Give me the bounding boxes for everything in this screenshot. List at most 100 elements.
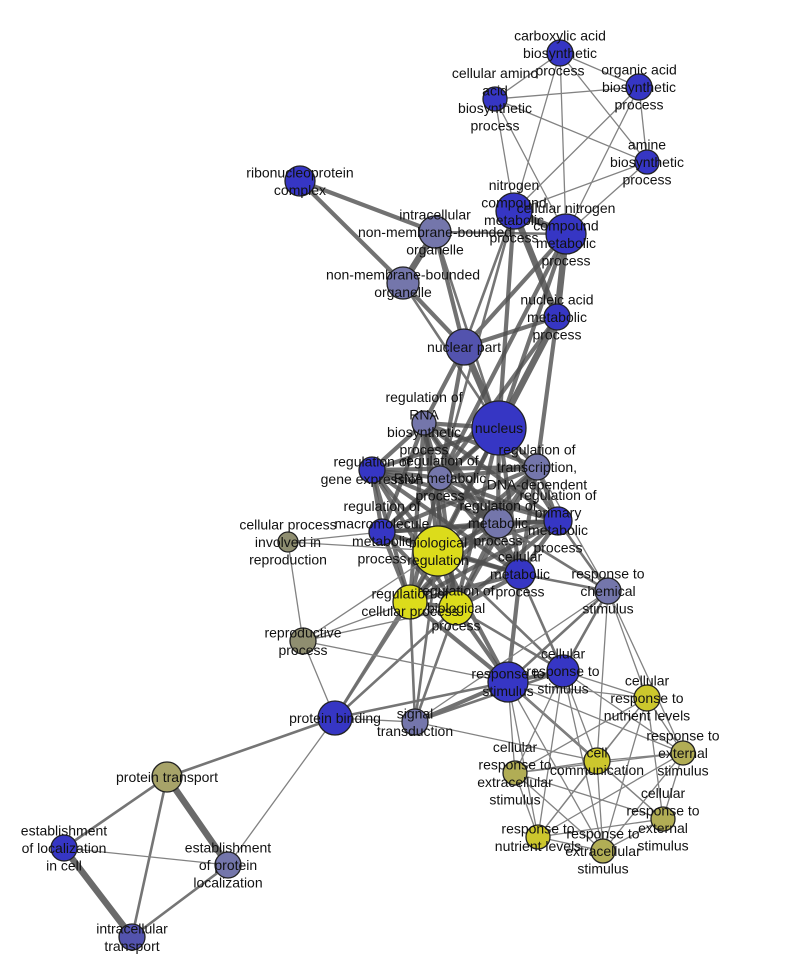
- edge-crespstim-crespecs: [514, 670, 564, 774]
- node-cprepro[interactable]: [277, 531, 299, 553]
- node-label-crespexs: cellular response to external stimulus: [626, 785, 699, 854]
- node-label-cellmet: cellular metabolic process: [490, 549, 550, 600]
- node-ribo[interactable]: [284, 165, 316, 197]
- node-reggene[interactable]: [358, 456, 386, 484]
- node-crespnl[interactable]: [633, 684, 661, 712]
- node-regmet[interactable]: [482, 507, 514, 539]
- node-label-crespecs: cellular response to extracellular stimulus: [477, 739, 553, 808]
- node-cellmet[interactable]: [504, 558, 536, 590]
- node-nmb[interactable]: [386, 266, 420, 300]
- edge-protbind-regbio: [333, 606, 458, 720]
- edge-regbio-crespstim: [454, 606, 565, 673]
- node-label-respstim: response to stimulus: [471, 665, 544, 699]
- node-carbox[interactable]: [546, 39, 574, 67]
- edge-cellmet-regcell: [407, 571, 523, 605]
- edge-inmb-cnitro: [433, 230, 568, 236]
- node-label-ribo: ribonucleoprotein complex: [246, 164, 353, 198]
- node-cnitro[interactable]: [545, 213, 587, 255]
- edge-nitro-nucleus: [496, 208, 517, 431]
- node-label-amino: cellular amino acid biosynthetic process: [452, 65, 539, 134]
- node-label-regrnamet: regulation of RNA metabolic process: [394, 453, 487, 504]
- node-sigtrans[interactable]: [401, 708, 429, 736]
- node-crespexs[interactable]: [650, 806, 676, 832]
- node-organic[interactable]: [625, 73, 653, 101]
- edge-cellcomm-respnl: [537, 760, 598, 838]
- node-npart[interactable]: [445, 328, 483, 366]
- edge-organic-amino: [494, 86, 640, 100]
- edge-nucacid-nitro: [510, 207, 561, 321]
- edge-crespstim-respexts: [562, 670, 684, 754]
- node-protbind[interactable]: [317, 700, 353, 736]
- edge-nucacid-regtrans: [534, 314, 560, 470]
- node-label-bioreg: biological regulation: [407, 534, 469, 568]
- node-respecs[interactable]: [590, 838, 616, 864]
- node-inmb[interactable]: [418, 215, 452, 249]
- edge-estloc-estprot: [63, 847, 229, 866]
- node-label-cnitro: cellular nitrogen compound metabolic proces…: [517, 200, 616, 269]
- edge-respstim-respchem: [506, 589, 610, 684]
- edge-respexts-respnl: [537, 752, 684, 838]
- edge-carbox-cnitro: [559, 52, 567, 235]
- node-label-respnl: response to nutrient levels: [495, 820, 581, 854]
- edge-cnitro-nucleus: [496, 231, 569, 431]
- node-nucleus[interactable]: [471, 400, 527, 456]
- node-label-nmb: non-membrane-bounded organelle: [326, 266, 480, 300]
- node-regrnamet[interactable]: [427, 465, 453, 491]
- edge-sigtrans-crespstim: [413, 669, 565, 724]
- edge-carbox-amine: [559, 52, 648, 163]
- edge-regtrans-regmacro: [379, 464, 540, 535]
- edge-repro-regcell: [302, 601, 411, 642]
- node-label-respchem: response to chemical stimulus: [571, 566, 644, 617]
- edge-prottrans-estprot: [163, 773, 232, 869]
- edge-ribo-inmb: [297, 178, 438, 235]
- node-regrnabio[interactable]: [411, 410, 437, 436]
- node-regbio[interactable]: [438, 590, 474, 626]
- edge-respchem-crespnl: [607, 590, 648, 699]
- edge-protbind-respstim: [333, 680, 510, 720]
- node-cellcomm[interactable]: [583, 747, 611, 775]
- edge-sigtrans-cellcomm: [414, 721, 598, 762]
- node-label-regprim: regulation of primary metabolic process: [519, 487, 596, 556]
- node-regtrans[interactable]: [523, 453, 551, 481]
- node-intratrans[interactable]: [118, 923, 146, 951]
- node-crespecs[interactable]: [502, 760, 528, 786]
- node-amino[interactable]: [482, 86, 508, 112]
- node-crespstim[interactable]: [546, 654, 580, 688]
- edge-respstim-respnl: [507, 681, 539, 838]
- edge-estprot-intratrans: [130, 863, 230, 939]
- node-repro[interactable]: [289, 627, 317, 655]
- edge-crespstim-respecs: [562, 670, 604, 852]
- edge-protbind-estprot: [227, 717, 336, 866]
- edge-npart-nitro: [462, 209, 516, 349]
- node-label-sigtrans: signal transduction: [377, 705, 453, 739]
- node-label-nucleus: nucleus: [475, 420, 523, 436]
- node-bioreg[interactable]: [412, 525, 464, 577]
- node-regmacro[interactable]: [368, 518, 396, 546]
- node-label-respecs: response to extracellular stimulus: [565, 826, 641, 877]
- node-respexts[interactable]: [670, 740, 696, 766]
- node-respnl[interactable]: [525, 824, 551, 850]
- edge-protbind-prottrans: [165, 716, 337, 779]
- node-label-nitro: nitrogen compound metabolic process: [481, 177, 546, 246]
- node-estloc[interactable]: [50, 834, 78, 862]
- node-estprot[interactable]: [214, 851, 242, 879]
- node-label-protbind: protein binding: [289, 710, 381, 726]
- node-prottrans[interactable]: [151, 761, 183, 793]
- node-label-regcell: regulation of cellular process: [361, 585, 458, 619]
- node-regcell[interactable]: [392, 584, 428, 620]
- node-label-estloc: establishment of localization in cell: [21, 823, 107, 874]
- edge-crespnl-crespexs: [646, 697, 664, 820]
- node-regprim[interactable]: [543, 506, 573, 536]
- edge-respstim-respecs: [507, 681, 604, 852]
- node-respchem[interactable]: [594, 577, 622, 605]
- node-nucacid[interactable]: [543, 303, 571, 331]
- node-nitro[interactable]: [495, 192, 533, 230]
- node-respstim[interactable]: [487, 661, 529, 703]
- edge-crespecs-respecs: [514, 772, 604, 852]
- node-amine[interactable]: [634, 149, 660, 175]
- edge-amino-cnitro: [494, 98, 567, 235]
- node-label-estprot: establishment of protein localization: [185, 840, 271, 891]
- edge-amino-amine: [494, 98, 648, 163]
- edge-cellcomm-respecs: [596, 760, 604, 852]
